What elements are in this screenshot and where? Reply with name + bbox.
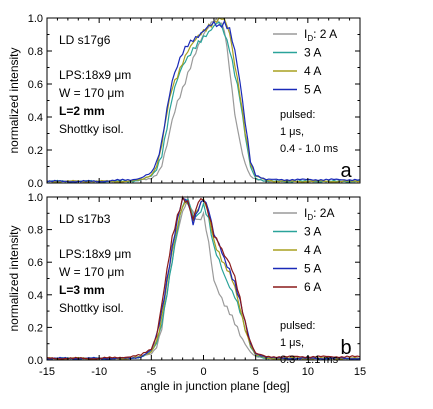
- panel-a: 0.0 0.2 0.4 0.6 0.8 1.0 normalized intensity LD…: [7, 13, 361, 190]
- x-axis-label: angle in junction plane [deg]: [140, 379, 289, 393]
- annotation-text: W = 170 μm: [59, 86, 124, 100]
- y-tick-label: 0.6: [28, 257, 43, 269]
- y-tick-label: 1.0: [28, 192, 43, 204]
- legend-entry: 4 A: [304, 243, 321, 257]
- annotation-text: Shottky isol.: [59, 122, 124, 136]
- x-tick-label: -5: [146, 366, 156, 378]
- x-tick-label: 10: [302, 366, 314, 378]
- y-tick-label: 0.4: [28, 112, 43, 124]
- y-tick-label: 0.0: [28, 178, 43, 190]
- legend-entry: 5 A: [304, 83, 321, 97]
- legend-entry: ID: 2 A: [304, 27, 337, 43]
- y-tick-label: 0.0: [28, 355, 43, 367]
- y-tick-label: 0.2: [28, 145, 43, 157]
- pulse-note-line: 0.3 - 1.1 ms: [280, 354, 339, 366]
- annotation-text: L=2 mm: [59, 104, 105, 118]
- annotation-text: Shottky isol.: [59, 301, 124, 315]
- legend-entry: 3 A: [304, 225, 321, 239]
- legend-entry: 5 A: [304, 262, 321, 276]
- y-tick-label: 0.4: [28, 290, 43, 302]
- device-id-label: LD s17b3: [59, 212, 111, 226]
- y-tick-label: 0.8: [28, 225, 43, 237]
- device-id-label: LD s17g6: [59, 33, 111, 47]
- pulse-note-line: 1 μs,: [280, 126, 304, 138]
- y-tick-label: 0.2: [28, 322, 43, 334]
- legend-entry: 3 A: [304, 46, 321, 60]
- x-tick-label: 15: [354, 366, 366, 378]
- legend-entry: 6 A: [304, 280, 321, 294]
- pulse-note-line: pulsed:: [280, 109, 315, 121]
- x-tick-label: -15: [39, 366, 55, 378]
- annotation-text: L=3 mm: [59, 283, 105, 297]
- x-tick-label: 5: [253, 366, 259, 378]
- x-tick-label: 0: [200, 366, 206, 378]
- legend-entry: ID: 2A: [304, 206, 334, 222]
- y-tick-label: 0.8: [28, 46, 43, 58]
- pulse-note-line: 0.4 - 1.0 ms: [280, 143, 339, 155]
- annotation-text: LPS:18x9 μm: [59, 68, 131, 82]
- y-axis-label: normalized intensity: [7, 47, 21, 153]
- y-axis-label: normalized intensity: [7, 225, 21, 331]
- legend-entry: 4 A: [304, 64, 321, 78]
- panel-letter: a: [340, 160, 352, 182]
- panel-letter: b: [340, 337, 351, 359]
- pulse-note-line: pulsed:: [280, 320, 315, 332]
- annotation-text: LPS:18x9 μm: [59, 247, 131, 261]
- annotation-text: W = 170 μm: [59, 265, 124, 279]
- y-tick-label: 1.0: [28, 13, 43, 25]
- pulse-note-line: 1 μs,: [280, 337, 304, 349]
- y-tick-label: 0.6: [28, 79, 43, 91]
- panel-b: 0.0 0.2 0.4 0.6 0.8 1.0 -15 -10 -5 0 5 10 15 angle in…: [7, 192, 366, 393]
- x-tick-label: -10: [91, 366, 107, 378]
